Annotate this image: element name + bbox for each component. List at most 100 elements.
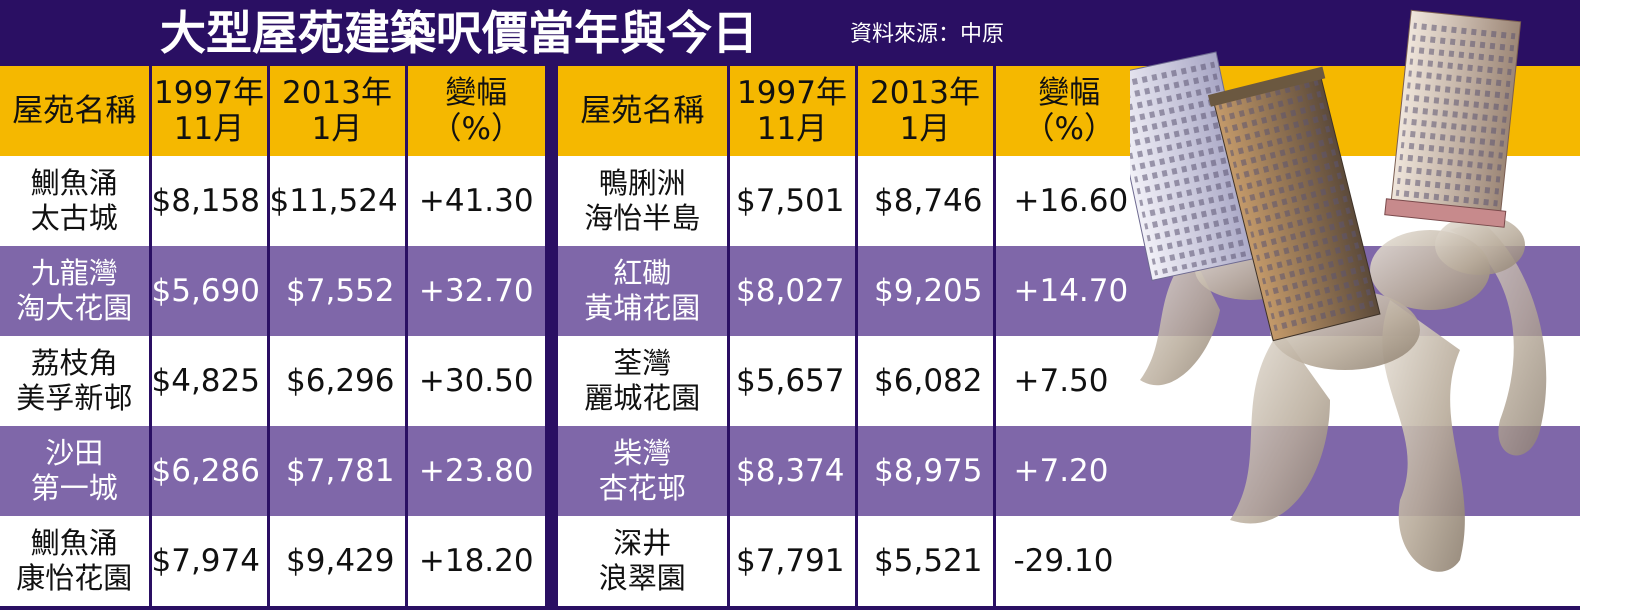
change-cell: +41.30 [406,156,545,246]
cell-line: 深井 [613,526,672,560]
cell-line: 紅磡 [613,256,672,290]
table-row: 鰂魚涌 太古城 $8,158 $11,524 +41.30 [0,156,545,246]
price-2013-cell: $7,781 [268,426,408,516]
cell-line: 康怡花園 [16,561,133,595]
cell-line: 浪翠園 [598,561,686,595]
cell-line: 2013年 [870,75,980,111]
change-cell: +23.80 [406,426,545,516]
table-row: 荔枝角 美孚新邨 $4,825 $6,296 +30.50 [0,336,545,426]
price-2013-cell: $5,521 [856,516,996,606]
change-cell: -29.10 [994,516,1143,606]
table-row: 紅磡 黃埔花園 $8,027 $9,205 +14.70 [558,246,1143,336]
table-row: 九龍灣 淘大花園 $5,690 $7,552 +32.70 [0,246,545,336]
price-1997-cell: $7,974 [150,516,270,606]
cell-line: 屋苑名稱 [580,93,705,129]
table-row: 深井 浪翠園 $7,791 $5,521 -29.10 [558,516,1143,606]
price-2013-cell: $8,975 [856,426,996,516]
cell-line: 1997年 [154,75,264,111]
column-header: 1997年 11月 [150,66,270,156]
estate-name-cell: 荃灣 麗城花園 [558,336,730,426]
estate-name-cell: 九龍灣 淘大花園 [0,246,152,336]
price-1997-cell: $5,657 [728,336,858,426]
change-cell: +30.50 [406,336,545,426]
price-2013-cell: $9,429 [268,516,408,606]
column-header: 屋苑名稱 [0,66,152,156]
column-header: 1997年 11月 [728,66,858,156]
table-row: 荃灣 麗城花園 $5,657 $6,082 +7.50 [558,336,1143,426]
price-1997-cell: $8,027 [728,246,858,336]
cell-line: 黃埔花園 [584,291,701,325]
table-row: 柴灣 杏花邨 $8,374 $8,975 +7.20 [558,426,1143,516]
cell-line: 屋苑名稱 [12,93,137,129]
cell-line: 鰂魚涌 [30,166,118,200]
column-header: 變幅 （%） [406,66,545,156]
cell-line: 鴨脷洲 [598,166,686,200]
price-2013-cell: $9,205 [856,246,996,336]
building-icon [1384,9,1522,228]
estate-name-cell: 鴨脷洲 海怡半島 [558,156,730,246]
price-1997-cell: $5,690 [150,246,270,336]
cell-line: 沙田 [45,436,104,470]
cell-line: 1月 [311,111,363,147]
cell-line: 鰂魚涌 [30,526,118,560]
header-row: 屋苑名稱 1997年 11月 2013年 1月 變幅 （%） [0,66,545,156]
change-cell: +7.50 [994,336,1143,426]
price-1997-cell: $7,791 [728,516,858,606]
price-2013-cell: $6,082 [856,336,996,426]
column-header: 屋苑名稱 [558,66,730,156]
cell-line: 1997年 [737,75,847,111]
column-header: 2013年 1月 [856,66,996,156]
change-cell: +16.60 [994,156,1143,246]
change-cell: +32.70 [406,246,545,336]
source-note: 資料來源：中原 [850,22,1005,47]
price-2013-cell: $11,524 [268,156,408,246]
estate-name-cell: 紅磡 黃埔花園 [558,246,730,336]
price-2013-cell: $8,746 [856,156,996,246]
title-bar: 大型屋苑建築呎價當年與今日 資料來源：中原 [0,0,1580,66]
table-row: 鴨脷洲 海怡半島 $7,501 $8,746 +16.60 [558,156,1143,246]
bottom-rule [0,606,1580,610]
table-row: 鰂魚涌 康怡花園 $7,974 $9,429 +18.20 [0,516,545,606]
estate-name-cell: 柴灣 杏花邨 [558,426,730,516]
price-1997-cell: $8,374 [728,426,858,516]
cell-line: 11月 [173,111,245,147]
cell-line: 第一城 [30,471,118,505]
cell-line: 1月 [899,111,951,147]
price-1997-cell: $8,158 [150,156,270,246]
price-2013-cell: $6,296 [268,336,408,426]
cell-line: 2013年 [282,75,392,111]
table-row: 沙田 第一城 $6,286 $7,781 +23.80 [0,426,545,516]
change-cell: +14.70 [994,246,1143,336]
chart-title: 大型屋苑建築呎價當年與今日 [160,6,758,60]
buildings-smoke-illustration [1130,9,1547,572]
estate-name-cell: 鰂魚涌 康怡花園 [0,516,152,606]
cell-line: 海怡半島 [584,201,701,235]
cell-line: 太古城 [30,201,118,235]
cell-line: （%） [1023,111,1115,147]
cell-line: 荃灣 [613,346,672,380]
cell-line: 荔枝角 [30,346,118,380]
estate-name-cell: 荔枝角 美孚新邨 [0,336,152,426]
price-2013-cell: $7,552 [268,246,408,336]
cell-line: 九龍灣 [30,256,118,290]
price-1997-cell: $6,286 [150,426,270,516]
price-table-left: 屋苑名稱 1997年 11月 2013年 1月 變幅 （%） 鰂魚涌 太古城 $8,158 $11… [0,66,545,606]
cell-line: 變幅 [1038,75,1101,111]
price-1997-cell: $4,825 [150,336,270,426]
change-cell: +18.20 [406,516,545,606]
building-icon [1207,66,1381,342]
cell-line: 變幅 [445,75,508,111]
cell-line: 杏花邨 [598,471,686,505]
table-divider [545,66,558,606]
header-row: 屋苑名稱 1997年 11月 2013年 1月 變幅 （%） [558,66,1143,156]
estate-name-cell: 鰂魚涌 太古城 [0,156,152,246]
change-cell: +7.20 [994,426,1143,516]
cell-line: （%） [430,111,522,147]
column-header: 2013年 1月 [268,66,408,156]
cell-line: 柴灣 [613,436,672,470]
estate-name-cell: 沙田 第一城 [0,426,152,516]
estate-name-cell: 深井 浪翠園 [558,516,730,606]
cell-line: 麗城花園 [584,381,701,415]
price-table-right: 屋苑名稱 1997年 11月 2013年 1月 變幅 （%） 鴨脷洲 海怡半島 $7,501 $8… [558,66,1143,606]
price-1997-cell: $7,501 [728,156,858,246]
